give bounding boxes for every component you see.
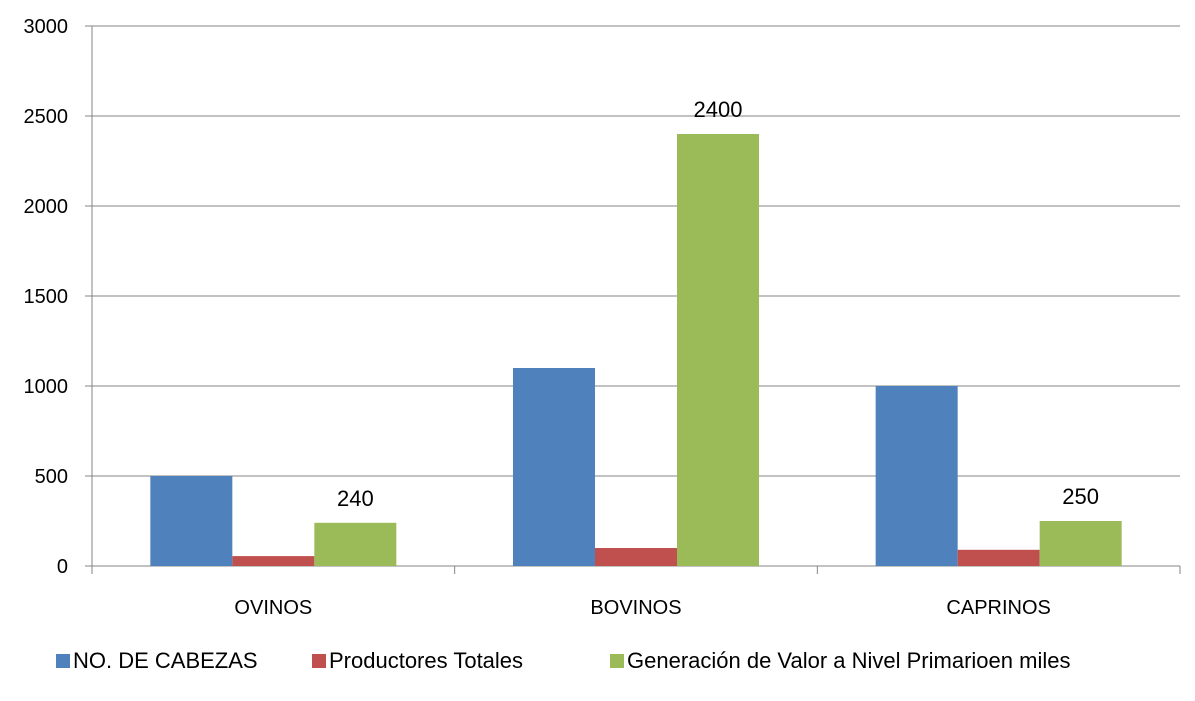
y-tick-label: 3000 [24, 16, 69, 38]
legend-label: Productores Totales [329, 648, 523, 673]
y-tick-label: 1500 [24, 286, 69, 308]
y-tick-label: 2000 [24, 196, 69, 218]
bar-caprinos-series-2 [957, 549, 1040, 566]
bar-bovinos-series-1 [513, 368, 595, 566]
y-tick-label: 1000 [24, 376, 69, 398]
legend-swatch [56, 654, 70, 668]
bar-ovinos-series-3 [314, 522, 397, 566]
bar-caprinos-series-1 [875, 386, 958, 566]
y-tick-label: 0 [57, 556, 68, 578]
data-label: 2400 [694, 97, 743, 122]
gridlines [92, 25, 1180, 477]
y-tick-label: 2500 [24, 106, 69, 128]
data-label: 240 [337, 486, 374, 511]
legend: NO. DE CABEZAS Productores Totales Generac… [56, 648, 1070, 673]
legend-label: NO. DE CABEZAS [73, 648, 258, 673]
bar-ovinos-series-2 [232, 556, 315, 566]
x-category-label: BOVINOS [590, 597, 681, 619]
bar-bovinos-series-3 [677, 134, 759, 566]
x-axis-ticks: OVINOS BOVINOS CAPRINOS [91, 566, 1181, 619]
data-label: 250 [1062, 484, 1099, 509]
y-tick-label: 500 [35, 466, 68, 488]
x-category-label: OVINOS [234, 597, 312, 619]
y-axis-ticks: 0 500 1000 1500 2000 2500 3000 [24, 16, 92, 578]
bars [150, 134, 1122, 566]
legend-swatch [610, 654, 624, 668]
legend-swatch [312, 654, 326, 668]
x-category-label: CAPRINOS [946, 597, 1050, 619]
bar-ovinos-series-1 [150, 476, 233, 566]
bar-caprinos-series-3 [1039, 521, 1122, 566]
bar-bovinos-series-2 [595, 548, 677, 566]
data-labels: 240 2400 250 [337, 97, 1099, 511]
legend-label: Generación de Valor a Nivel Primarioen m… [627, 648, 1070, 673]
